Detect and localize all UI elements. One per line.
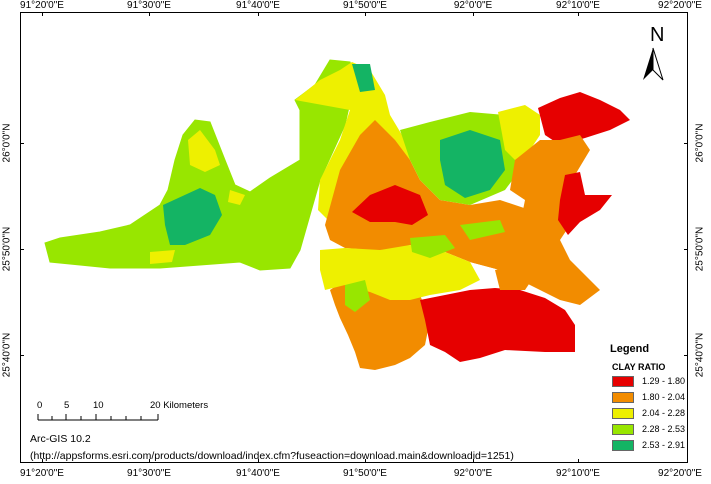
lon-label-bottom: 92°20'0"E	[658, 468, 702, 479]
graticule-tick	[149, 12, 150, 16]
scale-label: 20 Kilometers	[150, 400, 209, 411]
credit-software: Arc-GIS 10.2	[30, 433, 91, 445]
lon-label-top: 92°10'0"E	[556, 0, 600, 11]
north-label: N	[650, 24, 665, 46]
graticule-tick	[42, 12, 43, 16]
map-region-ne-yellow	[498, 105, 540, 160]
graticule-tick	[684, 355, 688, 356]
legend-label: 1.29 - 1.80	[642, 376, 686, 386]
lon-label-bottom: 92°10'0"E	[556, 468, 600, 479]
lon-label-top: 91°30'0"E	[127, 0, 171, 11]
credit-url: (http://appsforms.esri.com/products/down…	[30, 450, 514, 462]
legend-subtitle: CLAY RATIO	[612, 362, 666, 372]
map-region-south-orange2	[495, 265, 535, 290]
map-region-ne-red	[538, 92, 630, 145]
graticule-tick	[20, 143, 24, 144]
lon-label-top: 92°0'0"E	[453, 0, 493, 11]
scale-label: 0	[37, 400, 43, 411]
legend-swatch	[612, 424, 634, 435]
map-region-ne-darkgreen	[440, 130, 505, 198]
graticule-tick	[258, 459, 259, 463]
lon-label-top: 91°40'0"E	[236, 0, 280, 11]
legend-swatch	[612, 440, 634, 451]
map-frame	[20, 12, 688, 463]
scale-label: 10	[93, 400, 104, 411]
lon-label-top: 91°50'0"E	[343, 0, 387, 11]
map-region-south-green	[345, 280, 370, 312]
graticule-tick	[684, 249, 688, 250]
legend-label: 1.80 - 2.04	[642, 392, 686, 402]
graticule-tick	[149, 459, 150, 463]
map-region-east-red	[558, 172, 612, 235]
scale-label: 5	[64, 400, 70, 411]
graticule-tick	[20, 249, 24, 250]
lon-label-bottom: 92°0'0"E	[453, 468, 493, 479]
legend-label: 2.53 - 2.91	[642, 440, 686, 450]
legend-swatch	[612, 376, 634, 387]
graticule-tick	[258, 12, 259, 16]
map-region-west-yellow3	[150, 250, 175, 264]
lon-label-bottom: 91°50'0"E	[343, 468, 387, 479]
graticule-tick	[365, 459, 366, 463]
map-region-central-green2	[460, 220, 505, 240]
map-region-central-green1	[410, 235, 455, 258]
graticule-tick	[20, 355, 24, 356]
graticule-tick	[365, 12, 366, 16]
map-region-west-yellow	[188, 130, 220, 172]
legend-title: Legend	[610, 343, 650, 355]
legend-label: 2.28 - 2.53	[642, 424, 686, 434]
lon-label-bottom: 91°20'0"E	[20, 468, 64, 479]
lon-label-top: 92°20'0"E	[658, 0, 702, 11]
map-region-west-yellow2	[228, 190, 245, 205]
graticule-tick	[473, 459, 474, 463]
lon-label-top: 91°20'0"E	[20, 0, 64, 11]
map-region-north-green-top	[352, 64, 375, 92]
legend-swatch	[612, 392, 634, 403]
map-region-west-green	[163, 188, 222, 245]
lon-label-bottom: 91°40'0"E	[236, 468, 280, 479]
north-arrow-icon	[643, 47, 664, 81]
lon-label-bottom: 91°30'0"E	[127, 468, 171, 479]
map-region-south-red	[420, 288, 575, 362]
graticule-tick	[578, 12, 579, 16]
graticule-tick	[578, 459, 579, 463]
map-region-central-red	[352, 185, 428, 225]
graticule-tick	[473, 12, 474, 16]
scale-bar	[37, 414, 159, 421]
legend-label: 2.04 - 2.28	[642, 408, 686, 418]
legend-swatch	[612, 408, 634, 419]
graticule-tick	[684, 143, 688, 144]
graticule-tick	[42, 459, 43, 463]
